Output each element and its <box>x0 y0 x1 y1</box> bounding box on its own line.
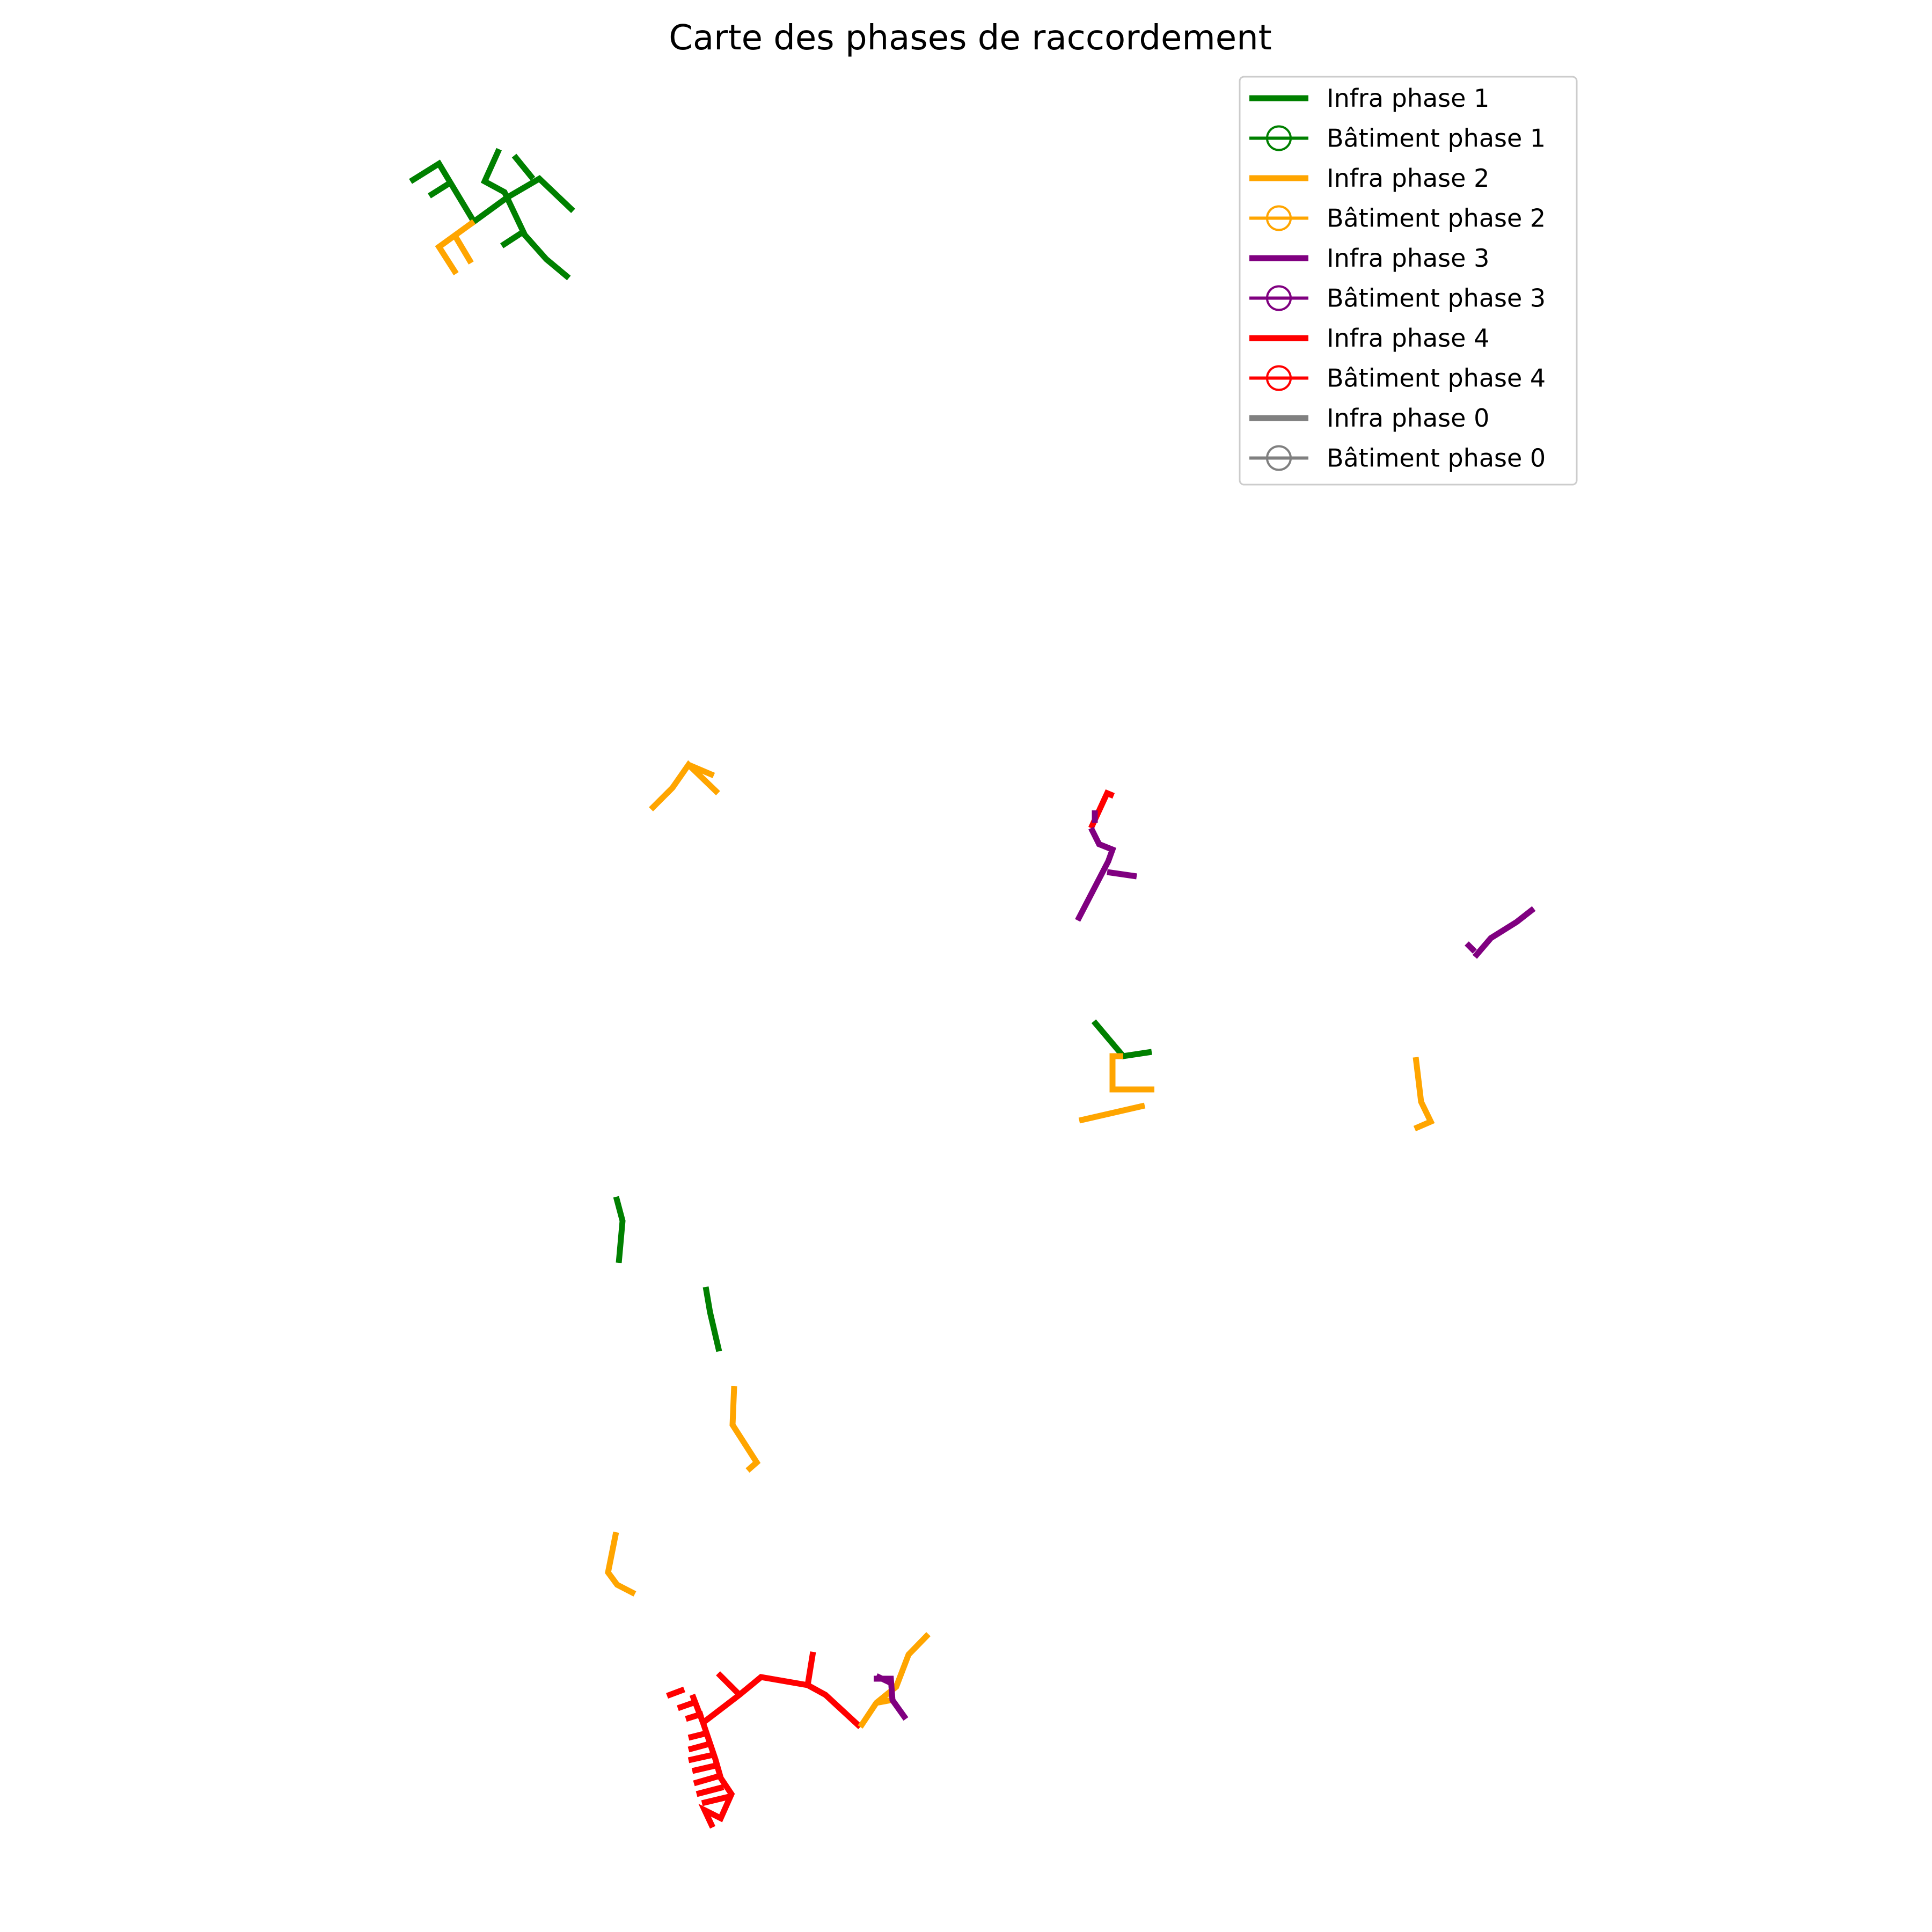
infra-segment-phase-4 <box>701 1794 730 1806</box>
infra-segment-phase-4 <box>716 1671 742 1697</box>
infra-segment-phase-4 <box>696 1784 724 1797</box>
legend-entries: Infra phase 1 Bâtiment phase 1 Infra phase… <box>1249 84 1546 473</box>
infra-segment-phase-2 <box>453 236 474 265</box>
infra-segment-phase-2 <box>729 1386 761 1473</box>
infra-segment-phase-3 <box>1107 869 1137 880</box>
infra-segment-phase-3 <box>1472 906 1536 959</box>
legend-label-6: Bâtiment phase 3 <box>1327 284 1546 313</box>
legend-marker-10 <box>1266 445 1292 471</box>
infra-segment-phase-4 <box>691 1762 716 1774</box>
legend-label-10: Bâtiment phase 0 <box>1327 444 1546 473</box>
map-title: Carte des phases de raccordement <box>669 18 1272 58</box>
legend-label-9: Infra phase 0 <box>1327 404 1489 433</box>
network-lines <box>409 148 1536 1829</box>
infra-segment-phase-2 <box>605 1531 636 1597</box>
infra-segment-phase-2 <box>858 1632 931 1729</box>
infra-segment-phase-1 <box>702 1286 722 1352</box>
infra-segment-phase-1 <box>500 228 527 248</box>
legend-label-8: Bâtiment phase 4 <box>1327 364 1546 393</box>
legend: Infra phase 1 Bâtiment phase 1 Infra phase… <box>1239 76 1578 486</box>
infra-segment-phase-2 <box>649 760 720 811</box>
infra-segment-phase-1 <box>409 159 575 226</box>
legend-frame <box>1239 76 1578 486</box>
legend-label-7: Infra phase 4 <box>1327 324 1489 353</box>
infra-segment-phase-1 <box>480 148 571 281</box>
infra-segment-phase-3 <box>875 1673 891 1685</box>
legend-label-4: Bâtiment phase 2 <box>1327 204 1546 233</box>
infra-segment-phase-2 <box>875 1697 892 1706</box>
infra-segment-phase-1 <box>428 181 450 199</box>
infra-segment-phase-4 <box>693 1773 719 1787</box>
legend-label-1: Infra phase 1 <box>1327 84 1489 113</box>
infra-segment-phase-2 <box>1078 1102 1146 1124</box>
infra-segment-phase-4 <box>806 1682 862 1730</box>
infra-segment-phase-2 <box>1109 1053 1154 1093</box>
infra-segment-phase-1 <box>613 1196 626 1263</box>
infra-segment-phase-4 <box>685 1710 704 1722</box>
infra-segment-phase-3 <box>1465 941 1477 954</box>
infra-segment-phase-2 <box>435 219 476 275</box>
legend-label-5: Infra phase 3 <box>1327 244 1489 273</box>
infra-segment-phase-4 <box>687 1741 709 1753</box>
infra-segment-phase-2 <box>1413 1057 1435 1132</box>
infra-segment-phase-4 <box>701 1651 816 1725</box>
infra-segment-phase-4 <box>687 1752 714 1763</box>
infra-segment-phase-2 <box>687 762 715 779</box>
infra-segment-phase-4 <box>698 1722 735 1829</box>
infra-segment-phase-1 <box>511 153 536 181</box>
legend-label-3: Infra phase 2 <box>1327 164 1489 193</box>
infra-segment-phase-4 <box>666 1686 685 1699</box>
infra-segment-phase-4 <box>677 1698 699 1711</box>
legend-label-2: Bâtiment phase 1 <box>1327 124 1546 153</box>
infra-segment-phase-4 <box>687 1730 707 1741</box>
legend-marker-8 <box>1266 365 1292 391</box>
legend-marker-4 <box>1266 205 1292 231</box>
infra-segment-phase-3 <box>1075 826 1116 922</box>
legend-marker-2 <box>1266 125 1292 151</box>
legend-marker-6 <box>1266 285 1292 311</box>
